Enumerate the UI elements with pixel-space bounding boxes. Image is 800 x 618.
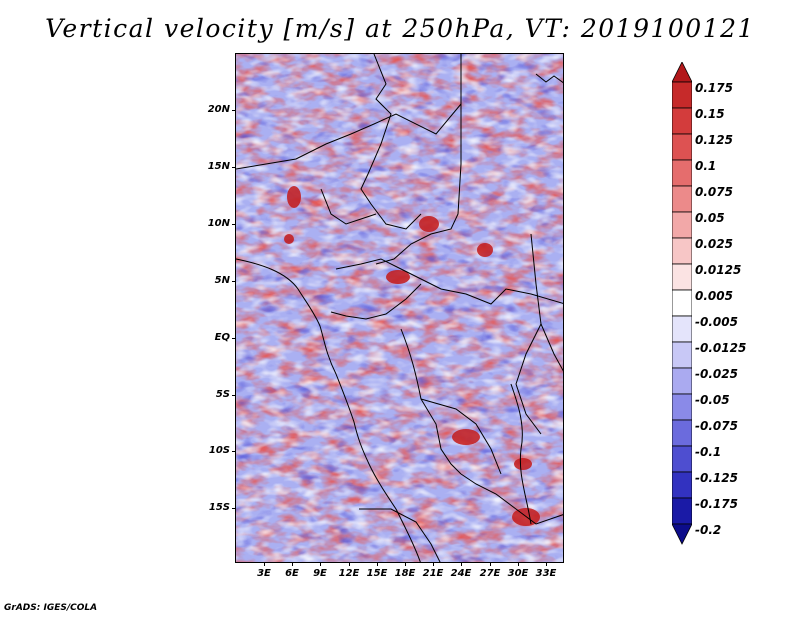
colorbar-label: 0.15 <box>695 107 725 121</box>
lon-label-18E: 18E <box>394 568 416 579</box>
colorbar-label: -0.0125 <box>695 341 747 355</box>
colorbar-segment <box>672 367 692 395</box>
lat-tick <box>232 281 236 282</box>
lat-tick <box>232 110 236 111</box>
lon-tick <box>377 562 378 566</box>
colorbar-segment <box>672 471 692 499</box>
lon-label-3E: 3E <box>257 568 271 579</box>
lat-label-EQ: EQ <box>214 332 230 343</box>
lon-tick <box>405 562 406 566</box>
colorbar-label: -0.005 <box>695 315 738 329</box>
lon-tick <box>490 562 491 566</box>
lon-tick <box>518 562 519 566</box>
lat-tick <box>232 508 236 509</box>
lat-label-10N: 10N <box>207 218 230 229</box>
colorbar-label: -0.1 <box>695 445 722 459</box>
colorbar-segment <box>672 393 692 421</box>
colorbar-segment <box>672 315 692 343</box>
colorbar-segment <box>672 133 692 161</box>
colorbar-segment <box>672 185 692 213</box>
colorbar-label: -0.125 <box>695 471 738 485</box>
lat-label-15N: 15N <box>207 161 230 172</box>
colorbar-top-arrow <box>672 62 692 83</box>
colorbar-segment <box>672 341 692 369</box>
lon-label-24E: 24E <box>450 568 472 579</box>
colorbar-segment <box>672 263 692 291</box>
lat-label-5N: 5N <box>214 275 230 286</box>
colorbar-label: -0.2 <box>695 523 722 537</box>
lon-label-21E: 21E <box>422 568 444 579</box>
vertical-velocity-field <box>236 54 563 562</box>
lat-tick <box>232 167 236 168</box>
colorbar-label: 0.125 <box>695 133 733 147</box>
colorbar-segment <box>672 445 692 473</box>
colorbar-label: 0.0125 <box>695 263 742 277</box>
colorbar-label: 0.175 <box>695 81 733 95</box>
colorbar-label: -0.05 <box>695 393 730 407</box>
lat-tick <box>232 451 236 452</box>
lon-label-30E: 30E <box>507 568 529 579</box>
lon-tick <box>461 562 462 566</box>
colorbar-label: 0.1 <box>695 159 717 173</box>
colorbar-segment <box>672 159 692 187</box>
colorbar-label: 0.005 <box>695 289 733 303</box>
lon-tick <box>292 562 293 566</box>
colorbar-segment <box>672 81 692 109</box>
colorbar-segment <box>672 107 692 135</box>
colorbar-label: -0.025 <box>695 367 738 381</box>
lon-label-15E: 15E <box>366 568 388 579</box>
colorbar-segment <box>672 419 692 447</box>
lon-tick <box>546 562 547 566</box>
lon-tick <box>264 562 265 566</box>
colorbar-label: -0.075 <box>695 419 738 433</box>
colorbar-segment <box>672 211 692 239</box>
colorbar-segment <box>672 289 692 317</box>
colorbar-segment <box>672 237 692 265</box>
lon-label-33E: 33E <box>535 568 557 579</box>
footer-credit: GrADS: IGES/COLA <box>4 603 98 613</box>
lon-tick <box>349 562 350 566</box>
colorbar-segment <box>672 497 692 525</box>
lat-label-15S: 15S <box>208 502 230 513</box>
lat-label-5S: 5S <box>215 389 230 400</box>
lon-label-12E: 12E <box>338 568 360 579</box>
lon-label-6E: 6E <box>285 568 299 579</box>
lon-label-27E: 27E <box>479 568 501 579</box>
colorbar-label: -0.175 <box>695 497 738 511</box>
colorbar-bottom-arrow <box>672 523 692 545</box>
lat-tick <box>232 338 236 339</box>
lat-label-10S: 10S <box>208 445 230 456</box>
lon-tick <box>320 562 321 566</box>
lon-tick <box>433 562 434 566</box>
lon-label-9E: 9E <box>313 568 327 579</box>
lat-tick <box>232 224 236 225</box>
lat-label-20N: 20N <box>207 104 230 115</box>
colorbar-label: 0.025 <box>695 237 733 251</box>
map-panel <box>235 53 564 563</box>
colorbar-label: 0.075 <box>695 185 733 199</box>
lat-tick <box>232 395 236 396</box>
colorbar-label: 0.05 <box>695 211 725 225</box>
map-title: Vertical velocity [m/s] at 250hPa, VT: 2… <box>45 14 755 43</box>
colorbar <box>672 62 692 545</box>
